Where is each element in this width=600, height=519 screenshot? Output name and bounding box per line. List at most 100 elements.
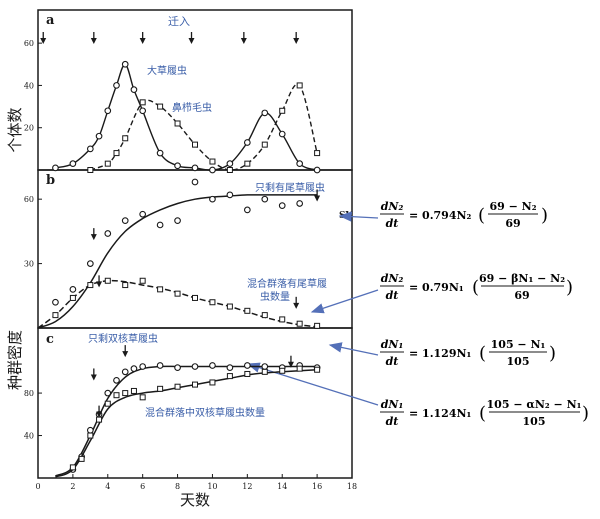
eq2-lhs-num: dN₂ — [381, 272, 404, 285]
point-c-2 — [96, 416, 103, 423]
point-c-1 — [191, 363, 199, 370]
point-c-2 — [113, 392, 120, 399]
point-a-1 — [313, 166, 321, 174]
point-a-2 — [157, 103, 164, 110]
annot-a-species1: 大草履虫 — [147, 64, 187, 77]
point-a-1 — [52, 164, 59, 172]
point-c-1 — [156, 362, 164, 369]
point-c-2 — [104, 400, 111, 407]
x-tick-label: 2 — [70, 482, 75, 491]
point-b-2 — [139, 277, 146, 284]
point-a-1 — [296, 160, 304, 168]
eq4-frac-den: 105 — [523, 415, 546, 428]
panel-b-label: b — [46, 173, 55, 188]
eq1-frac-den: 69 — [505, 217, 520, 230]
point-c-1 — [121, 368, 129, 376]
annot-a-species2: 鼻栉毛虫 — [172, 101, 212, 114]
point-c-1 — [261, 363, 269, 370]
point-b-2 — [279, 316, 286, 323]
eq2-paren-open: ( — [472, 277, 479, 298]
eq1-lhs-den: dt — [386, 217, 399, 230]
equation-3: dN₁ dt = 1.129N₁ ( 105 − N₁ 105 ) — [380, 338, 556, 368]
x-tick-label: 10 — [207, 482, 217, 491]
eq3-lhs-num: dN₁ — [381, 338, 404, 351]
point-c-2 — [122, 390, 129, 397]
point-b-2 — [174, 290, 181, 297]
point-b-2 — [87, 282, 94, 289]
point-c-1 — [174, 364, 181, 371]
point-b-1 — [243, 206, 251, 214]
panel-b-arrow-3-head — [314, 195, 321, 202]
immigration-arrow-3-head — [139, 38, 146, 44]
point-a-1 — [191, 164, 199, 172]
y-tick-label-c: 80 — [24, 389, 34, 398]
series-line-a-2 — [90, 83, 318, 171]
eq4-frac-num: 105 − αN₂ − N₁ — [487, 398, 582, 411]
point-c-2 — [279, 367, 286, 374]
point-a-1 — [113, 82, 120, 89]
panel-c-frame — [37, 327, 353, 479]
point-a-1 — [278, 130, 286, 138]
connector-arrow-4 — [246, 362, 379, 406]
point-a-2 — [226, 167, 233, 173]
series-curve-c-1 — [55, 365, 318, 477]
x-tick-label: 14 — [277, 482, 287, 491]
point-a-2 — [87, 167, 94, 173]
point-b-1 — [174, 217, 181, 224]
point-b-1 — [139, 210, 147, 218]
y-tick-label-a: 60 — [24, 39, 34, 48]
y-tick-label-b: 30 — [24, 260, 34, 269]
y-title-bottom: 种群密度 — [6, 330, 24, 390]
point-b-2 — [69, 294, 76, 301]
point-a-1 — [139, 107, 147, 115]
point-b-2 — [192, 294, 198, 301]
panel-b-arrow-4-head — [293, 302, 300, 309]
point-b-2 — [122, 282, 129, 289]
connector-arrow-2 — [310, 289, 379, 314]
eq1-lhs-num: dN₂ — [381, 200, 404, 213]
panel-a-label: a — [46, 13, 55, 28]
point-b-1 — [52, 298, 59, 306]
eq2-paren-close: ) — [566, 277, 573, 298]
point-b-1 — [86, 260, 94, 267]
point-a-2 — [314, 150, 321, 157]
immigration-arrow-5-head — [240, 38, 247, 44]
point-b-1 — [226, 191, 234, 199]
panel-b-arrow-2-head — [96, 281, 103, 288]
point-c-2 — [157, 385, 164, 392]
point-c-1 — [139, 363, 147, 370]
connector-arrow-1 — [338, 211, 379, 222]
eq4-rhs: = 1.124N₁ — [409, 407, 472, 420]
point-c-1 — [130, 365, 138, 373]
point-c-1 — [86, 426, 94, 434]
immigration-label: 迁入 — [168, 15, 190, 28]
eq1-rhs: = 0.794N₂ — [409, 209, 472, 222]
x-tick-label: 0 — [35, 482, 40, 491]
point-c-1 — [226, 364, 234, 371]
panel-c-arrow-4-head — [287, 361, 294, 368]
eq2-frac-den: 69 — [514, 289, 529, 302]
point-a-1 — [156, 149, 164, 157]
point-c-2 — [226, 373, 233, 380]
point-a-1 — [130, 86, 138, 94]
point-c-2 — [139, 394, 146, 401]
immigration-arrow-4-head — [188, 38, 195, 44]
point-a-1 — [226, 160, 234, 168]
eq3-frac-num: 105 − N₁ — [491, 338, 546, 351]
eq4-paren-open: ( — [479, 403, 486, 424]
point-c-2 — [261, 368, 268, 375]
point-b-1 — [261, 195, 269, 203]
point-a-2 — [244, 160, 251, 167]
immigration-arrow-2-head — [90, 38, 97, 44]
point-b-1 — [69, 286, 77, 293]
immigration-arrow-1-head — [40, 38, 47, 44]
annot-c-mixed: 混合群落中双核草履虫数量 — [145, 406, 265, 419]
point-c-2 — [174, 383, 181, 390]
panel-c-label: c — [46, 332, 54, 347]
x-axis-title: 天数 — [180, 491, 210, 509]
series-curve-c-2 — [55, 368, 318, 478]
x-tick-label: 18 — [347, 482, 357, 491]
point-b-1 — [104, 230, 112, 237]
point-b-2 — [314, 322, 321, 329]
